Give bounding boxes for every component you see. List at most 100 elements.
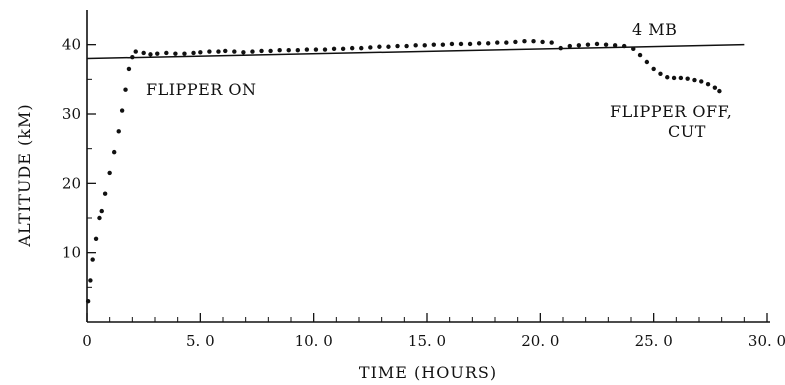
data-point (671, 75, 677, 81)
data-point (119, 108, 125, 113)
data-point (449, 41, 455, 47)
data-point (322, 47, 328, 52)
data-point (612, 43, 618, 48)
data-point (368, 45, 373, 50)
data-point (685, 76, 690, 81)
data-point (558, 45, 563, 51)
data-point (191, 50, 196, 56)
data-point (486, 41, 491, 46)
data-point (99, 208, 104, 214)
data-point (90, 257, 95, 262)
annotation-flipper-on: FLIPPER ON (146, 80, 257, 99)
y-axis-title: ALTITUDE (kM) (15, 103, 34, 247)
data-point (182, 51, 187, 56)
data-point (359, 45, 364, 51)
reference-line-group (86, 43, 745, 60)
data-point (585, 42, 591, 47)
data-point (286, 48, 291, 53)
data-point (513, 39, 518, 45)
x-axis-title: TIME (HOURS) (359, 363, 497, 382)
data-point (207, 49, 212, 54)
data-point (395, 43, 400, 49)
data-point (705, 81, 711, 87)
y-tick-label: 30 (62, 105, 81, 123)
y-tick-label: 40 (62, 36, 81, 54)
data-point (116, 129, 121, 134)
data-point (295, 48, 300, 53)
data-point (133, 49, 138, 54)
tick-marks (86, 44, 768, 322)
data-point (644, 59, 650, 65)
data-point (97, 215, 102, 221)
data-point (350, 45, 355, 51)
data-point (567, 43, 572, 49)
x-tick-label: 15. 0 (408, 332, 446, 350)
data-point (699, 79, 704, 84)
data-point (223, 48, 228, 54)
x-tick-label: 20. 0 (521, 332, 559, 350)
data-point (531, 39, 536, 44)
data-point (637, 52, 643, 58)
x-tick-label: 25. 0 (635, 332, 673, 350)
data-point (331, 46, 337, 52)
data-point (250, 49, 255, 54)
data-point (130, 54, 135, 60)
data-point (431, 42, 436, 47)
data-point (603, 42, 609, 47)
tick-labels: 0 5. 0 10. 0 15. 0 20. 0 25. 0 30. 0 10 20 30 40 (62, 36, 785, 350)
data-point (651, 66, 656, 72)
data-point (594, 41, 600, 47)
data-point (386, 44, 391, 49)
data-point (102, 191, 108, 196)
data-point (340, 46, 346, 52)
x-tick-label: 30. 0 (748, 332, 785, 350)
annotation-flipper-off-line1: FLIPPER OFF, (610, 102, 732, 121)
data-point (476, 41, 482, 46)
data-point (112, 149, 117, 155)
data-point (93, 236, 99, 241)
data-point (404, 43, 409, 49)
data-point (658, 71, 663, 76)
data-point (522, 39, 527, 44)
data-point (241, 50, 246, 55)
data-point (232, 49, 237, 54)
data-point (313, 47, 319, 52)
data-point (458, 41, 464, 47)
data-point (549, 40, 554, 45)
data-point (268, 48, 273, 54)
data-point (692, 77, 697, 83)
y-tick-label: 10 (62, 244, 81, 262)
data-point (155, 51, 160, 56)
x-tick-label: 0 (82, 332, 92, 350)
data-point (277, 48, 282, 53)
data-point (504, 40, 509, 45)
data-point (495, 40, 500, 45)
reference-line-label: 4 MB (632, 20, 677, 39)
data-point (107, 170, 112, 176)
data-point (631, 46, 636, 52)
data-point (198, 50, 203, 55)
data-point (717, 88, 722, 94)
data-point (622, 43, 627, 49)
data-point (540, 39, 545, 45)
data-point (126, 66, 132, 72)
data-point (164, 50, 169, 56)
data-point (422, 43, 427, 48)
data-point (85, 299, 91, 304)
data-point (413, 43, 418, 48)
data-point (173, 51, 178, 56)
data-point (216, 49, 221, 54)
annotation-flipper-off-line2: CUT (668, 122, 706, 141)
x-tick-label: 5. 0 (186, 332, 215, 350)
data-point (304, 47, 310, 52)
data-point (259, 48, 264, 54)
data-point (148, 52, 153, 57)
data-point (440, 42, 446, 47)
data-point (377, 44, 382, 49)
data-point (665, 75, 670, 80)
data-points (85, 39, 722, 304)
data-point (467, 41, 473, 47)
data-point (712, 85, 718, 90)
data-point (123, 87, 128, 92)
